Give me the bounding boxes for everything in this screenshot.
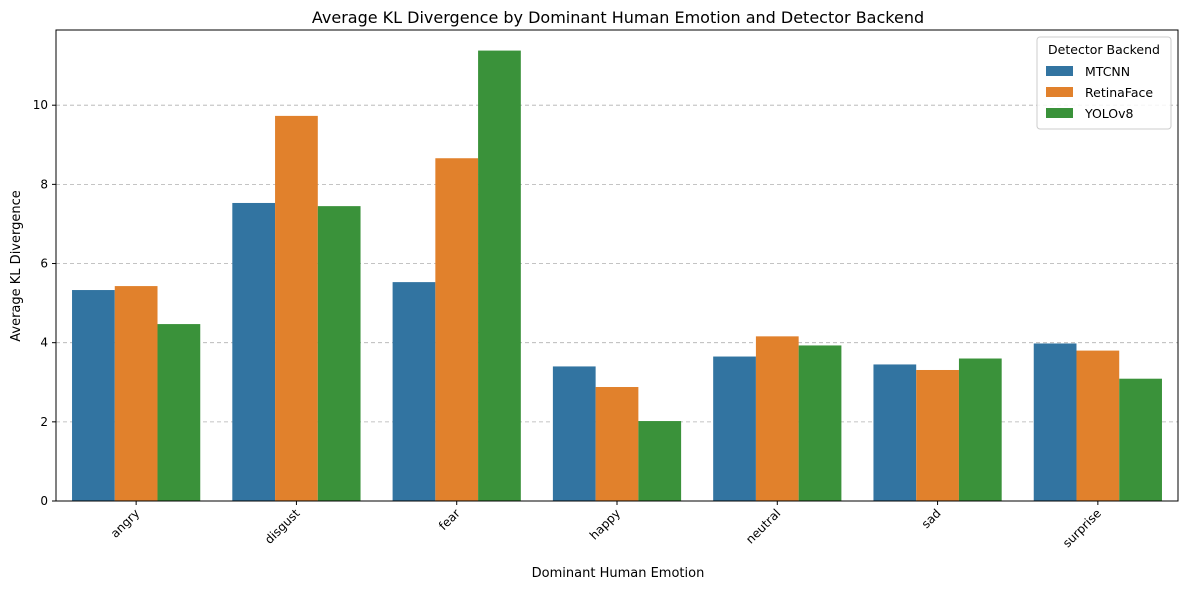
bar-retinaface-neutral <box>755 336 799 501</box>
bar-yolov8-sad <box>958 358 1002 501</box>
bar-mtcnn-fear <box>392 282 436 501</box>
bar-mtcnn-surprise <box>1033 343 1077 501</box>
bar-retinaface-surprise <box>1076 350 1120 501</box>
bar-mtcnn-neutral <box>713 356 756 501</box>
legend: Detector Backend MTCNN RetinaFace YOLOv8 <box>1036 36 1172 130</box>
y-tick-label: 0 <box>40 494 48 508</box>
grid-lines <box>56 104 1178 423</box>
x-axis-ticks: angry disgust fear happy neutral sad surprise <box>108 501 1104 550</box>
legend-swatch-mtcnn <box>1046 66 1073 76</box>
bar-retinaface-happy <box>595 387 639 501</box>
bar-yolov8-fear <box>478 50 521 501</box>
bar-yolov8-angry <box>157 324 201 501</box>
bar-retinaface-sad <box>916 369 959 501</box>
x-tick-label: surprise <box>1060 506 1104 550</box>
x-tick-label: disgust <box>262 506 303 547</box>
legend-label-mtcnn: MTCNN <box>1085 64 1130 79</box>
x-tick-label: angry <box>108 506 142 540</box>
bars <box>72 50 1162 502</box>
bar-yolov8-neutral <box>798 345 842 501</box>
bar-retinaface-fear <box>435 158 479 502</box>
legend-label-retinaface: RetinaFace <box>1085 85 1153 100</box>
bar-retinaface-angry <box>114 286 158 501</box>
bar-mtcnn-sad <box>873 364 917 501</box>
y-tick-label: 2 <box>40 415 48 429</box>
bar-mtcnn-angry <box>72 290 115 501</box>
x-tick-label: sad <box>919 506 944 531</box>
legend-label-yolov8: YOLOv8 <box>1084 106 1134 121</box>
bar-yolov8-disgust <box>317 206 361 501</box>
legend-swatch-retinaface <box>1046 87 1073 97</box>
chart-title: Average KL Divergence by Dominant Human … <box>312 8 924 27</box>
bar-mtcnn-disgust <box>232 202 276 501</box>
x-tick-label: happy <box>587 506 623 542</box>
bar-mtcnn-happy <box>552 366 596 501</box>
legend-swatch-yolov8 <box>1046 108 1073 118</box>
bar-retinaface-disgust <box>275 115 318 501</box>
y-tick-label: 10 <box>33 98 48 112</box>
y-tick-label: 8 <box>40 177 48 191</box>
bar-yolov8-happy <box>638 421 682 501</box>
legend-title: Detector Backend <box>1048 42 1160 57</box>
x-tick-label: fear <box>436 506 463 533</box>
x-axis-label: Dominant Human Emotion <box>532 566 705 581</box>
y-tick-label: 6 <box>40 257 48 271</box>
y-axis-label: Average KL Divergence <box>9 190 24 341</box>
bar-yolov8-surprise <box>1119 378 1162 501</box>
x-tick-label: neutral <box>743 506 783 546</box>
y-tick-label: 4 <box>40 336 48 350</box>
y-axis-ticks: 0 2 4 6 8 10 <box>33 98 56 508</box>
legend-box <box>1036 36 1172 130</box>
